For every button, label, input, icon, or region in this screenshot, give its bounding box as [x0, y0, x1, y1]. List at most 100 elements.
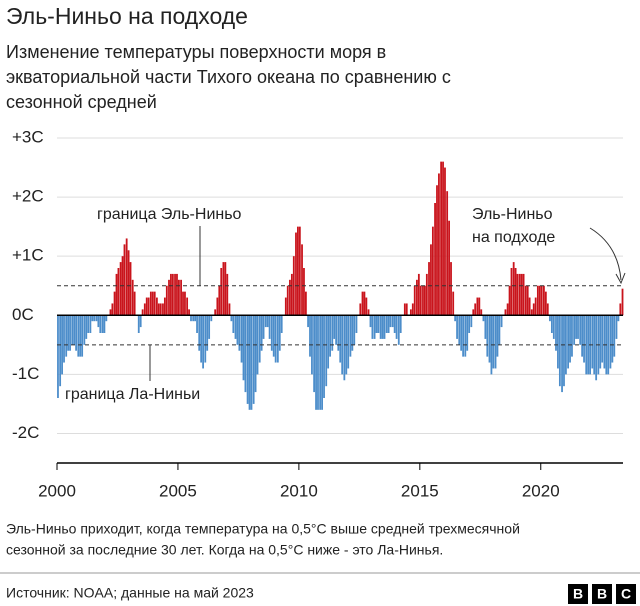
bar [178, 279, 180, 316]
bar [99, 315, 102, 333]
bar [188, 309, 190, 316]
y-tick-label: -1C [12, 364, 39, 383]
bar [79, 315, 82, 357]
bar [115, 273, 118, 316]
bar [327, 315, 330, 369]
bar [561, 315, 563, 393]
bar [482, 315, 485, 322]
bar [440, 161, 443, 316]
bar [335, 315, 338, 345]
bar [349, 315, 352, 357]
bar [522, 273, 525, 316]
bar [262, 315, 265, 339]
bar [119, 262, 122, 316]
bar [444, 167, 446, 316]
x-tick-label: 2010 [280, 481, 318, 500]
bar [498, 315, 501, 345]
x-tick-label: 2020 [522, 481, 560, 500]
bar [355, 315, 358, 333]
bar [550, 315, 553, 333]
bar [319, 315, 322, 410]
x-tick-label: 2015 [401, 481, 439, 500]
bar [149, 291, 152, 316]
bar [438, 173, 440, 316]
subtitle: Изменение температуры поверхности моря в [6, 42, 386, 62]
bar [347, 315, 350, 369]
bar [315, 315, 317, 410]
bar [470, 315, 473, 328]
bar [321, 315, 324, 410]
bar [307, 315, 309, 328]
bar [111, 303, 114, 316]
plot: +3C +2C +1C 0C -1C -2C граница Эль-Ниньо границ… [12, 127, 626, 500]
bar [240, 315, 243, 363]
bar [617, 315, 620, 322]
bar [292, 256, 295, 316]
bar [113, 291, 116, 316]
bar [405, 303, 408, 316]
bar [450, 262, 452, 316]
bar [532, 303, 535, 316]
bar [518, 273, 521, 316]
bar [460, 315, 463, 351]
bar [395, 315, 398, 339]
subtitle: сезонной средней [6, 92, 157, 112]
bar [428, 262, 430, 316]
bar [129, 262, 132, 316]
bar [431, 226, 434, 316]
bar [57, 315, 59, 398]
bar [425, 273, 428, 316]
bar [109, 309, 112, 316]
bar [309, 315, 311, 357]
bar [341, 315, 344, 375]
bar [413, 285, 416, 316]
bar [194, 315, 197, 322]
bar [246, 315, 249, 404]
bar [145, 297, 148, 316]
bar [276, 315, 279, 363]
bar [607, 315, 610, 375]
bar [464, 315, 467, 357]
bar [289, 279, 291, 316]
bar [131, 279, 134, 316]
bar [536, 285, 539, 316]
bar [81, 315, 84, 357]
bar [163, 297, 166, 316]
bar [329, 315, 331, 357]
bar [93, 315, 96, 322]
bar [280, 315, 283, 333]
bar [242, 315, 245, 381]
bar [480, 309, 483, 316]
bar [238, 315, 241, 351]
bar [353, 315, 356, 345]
bar [516, 273, 519, 316]
bar [436, 185, 438, 316]
bar [206, 315, 209, 351]
bar [139, 315, 142, 328]
bar [190, 315, 192, 322]
bar [155, 297, 158, 316]
bar [295, 232, 297, 316]
threshold-label: граница Ла-Ниньи [65, 386, 200, 403]
bar [147, 297, 150, 316]
bar [137, 315, 140, 333]
bar [442, 161, 444, 316]
bar [224, 262, 227, 316]
bar [97, 315, 100, 328]
bar [256, 315, 259, 375]
bar [478, 297, 481, 316]
bar [506, 303, 509, 316]
bar [474, 303, 477, 316]
source: Источник: NOAA; данные на май 2023 [6, 585, 254, 601]
bar [59, 315, 62, 387]
bar [101, 315, 104, 333]
logo-box [616, 584, 636, 604]
bar [411, 303, 414, 316]
bar [313, 315, 316, 393]
bar [555, 315, 557, 351]
bar [504, 309, 507, 316]
logo-box [568, 584, 588, 604]
bar [419, 285, 422, 316]
x-tick-label: 2000 [38, 481, 76, 500]
x-tick-label: 2005 [159, 481, 197, 500]
